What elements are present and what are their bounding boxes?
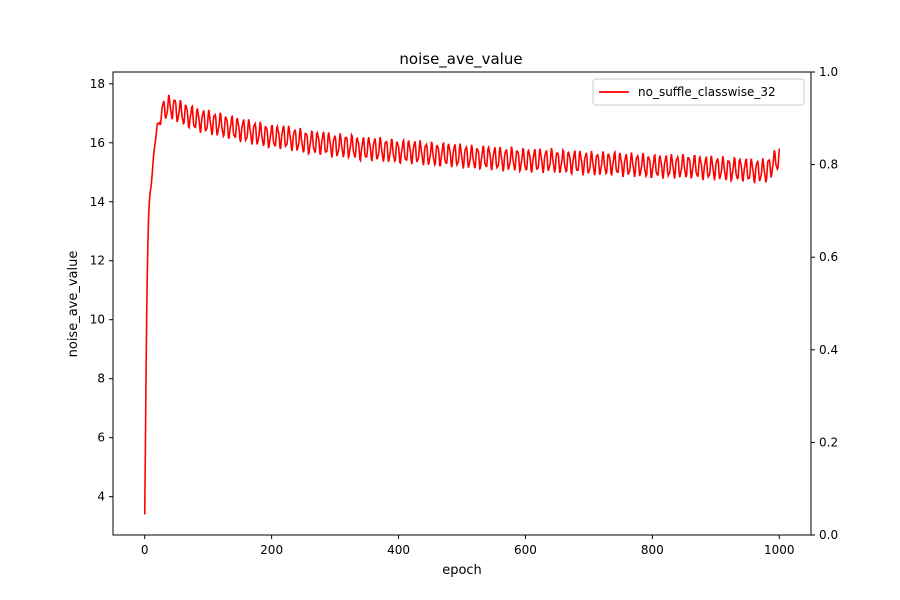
x-tick-label: 0 [141, 543, 149, 557]
y2-tick-label: 0.6 [819, 250, 838, 264]
x-axis-label: epoch [442, 563, 482, 578]
y2-tick-label: 1.0 [819, 65, 838, 79]
legend-box [592, 78, 805, 106]
y-tick-label: 8 [97, 372, 105, 386]
x-tick-label: 600 [514, 543, 537, 557]
y-axis-label: noise_ave_value [66, 251, 81, 358]
y-tick-label: 16 [90, 136, 105, 150]
chart-title: noise_ave_value [399, 50, 522, 69]
y-tick-label: 6 [97, 431, 105, 445]
y2-tick-label: 0.4 [819, 343, 838, 357]
x-tick-label: 400 [387, 543, 410, 557]
y-axis-right: 0.0 0.2 0.4 0.6 0.8 1.0 [811, 65, 838, 542]
y-tick-label: 10 [90, 313, 105, 327]
y-tick-label: 12 [90, 254, 105, 268]
x-tick-label: 200 [260, 543, 283, 557]
x-axis: 0 200 400 600 800 1000 [141, 535, 795, 557]
series-line-no-suffle-classwise-32 [143, 94, 781, 515]
legend: no_suffle_classwise_32 [592, 78, 805, 106]
legend-label: no_suffle_classwise_32 [638, 85, 776, 99]
y-tick-label: 4 [97, 490, 105, 504]
y-axis-left: 4 6 8 10 12 14 16 18 [90, 77, 113, 504]
x-tick-label: 800 [641, 543, 664, 557]
y-tick-label: 14 [90, 195, 105, 209]
y-tick-label: 18 [90, 77, 105, 91]
y2-tick-label: 0.8 [819, 158, 838, 172]
plot-area [112, 71, 812, 536]
y2-tick-label: 0.0 [819, 528, 838, 542]
y2-tick-label: 0.2 [819, 435, 838, 449]
x-tick-label: 1000 [764, 543, 795, 557]
